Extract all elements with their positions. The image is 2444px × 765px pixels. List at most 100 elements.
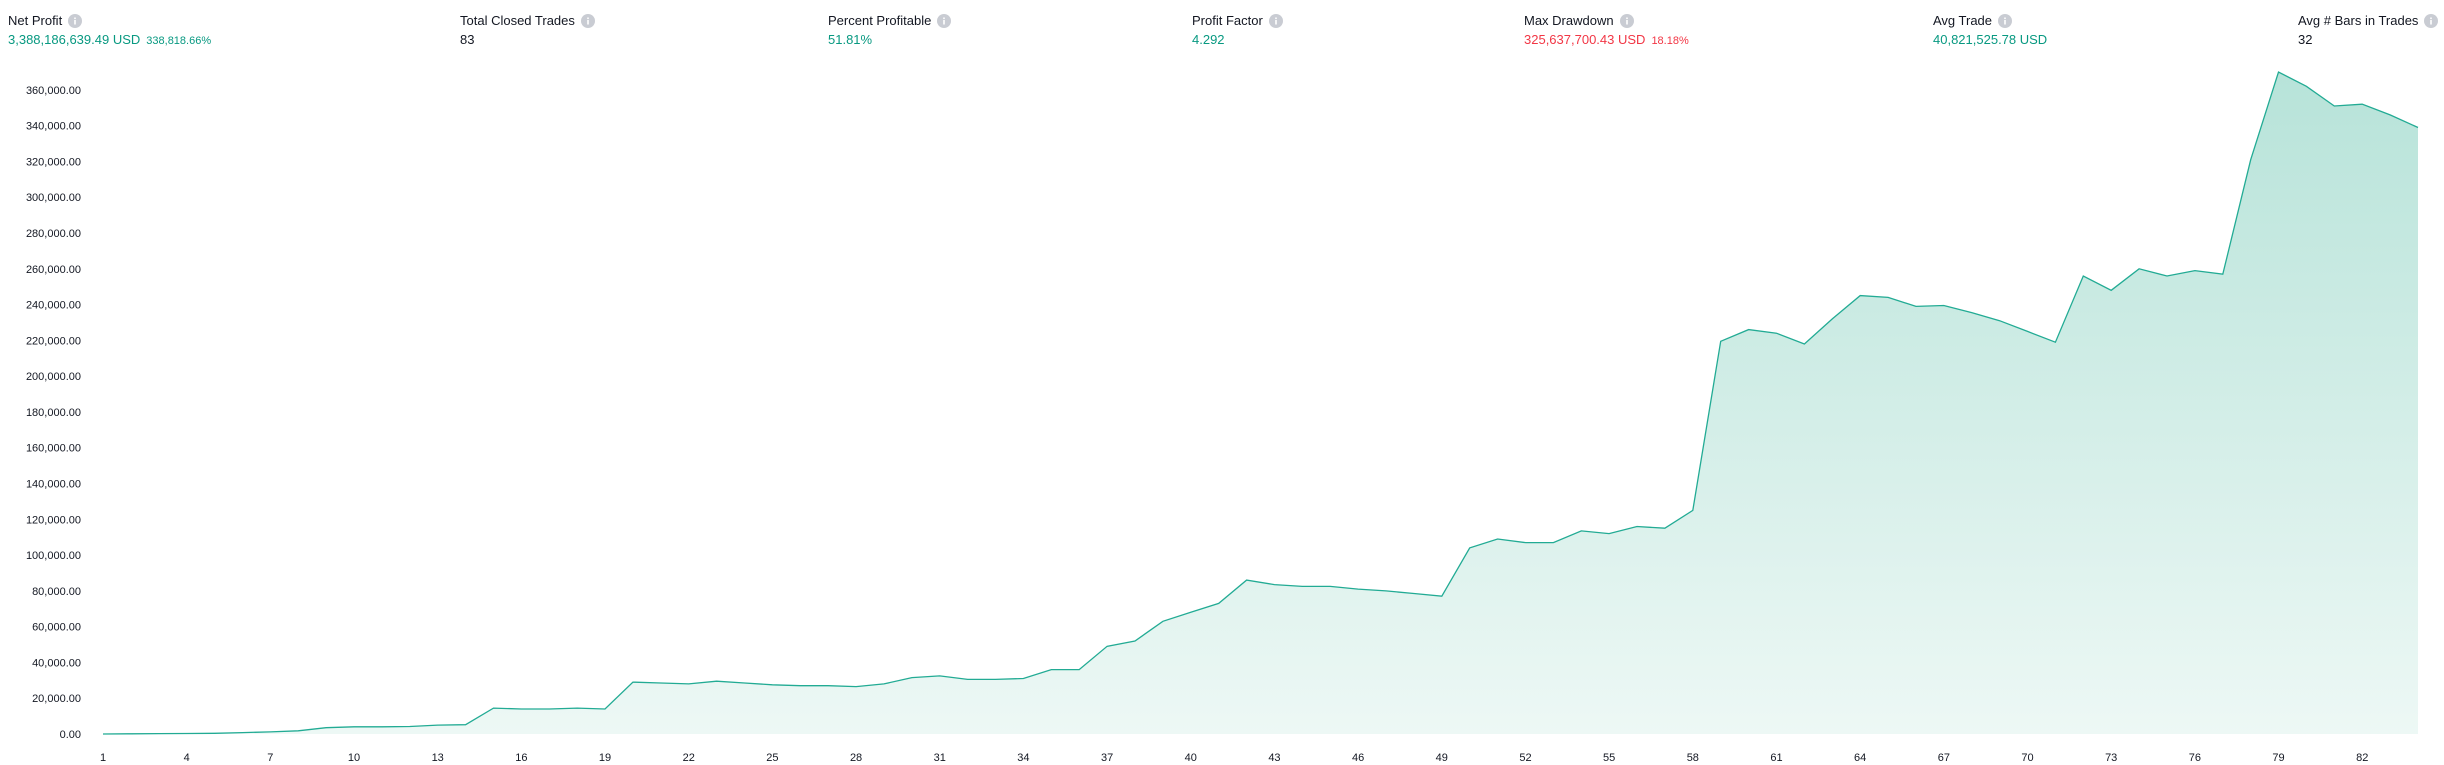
equity-point — [493, 707, 495, 709]
percent-profitable-value: 51.81% — [828, 32, 873, 47]
equity-point — [269, 731, 271, 733]
x-tick-label: 13 — [432, 752, 444, 764]
net-profit-value: 3,388,186,639.49 USD — [8, 32, 141, 47]
max-drawdown-value: 325,637,700.43 USD — [1524, 32, 1646, 47]
x-tick-label: 37 — [1101, 752, 1113, 764]
x-tick-label: 46 — [1352, 752, 1364, 764]
equity-point — [1525, 542, 1527, 544]
equity-point — [2305, 85, 2307, 87]
info-icon[interactable] — [1619, 13, 1634, 28]
equity-point — [2138, 268, 2140, 270]
equity-point — [214, 732, 216, 734]
info-icon[interactable] — [937, 13, 952, 28]
y-tick-label: 0.00 — [60, 729, 81, 741]
equity-point — [2222, 273, 2224, 275]
x-tick-label: 1 — [100, 752, 106, 764]
equity-point — [1441, 595, 1443, 597]
y-tick-label: 100,000.00 — [26, 550, 81, 562]
equity-point — [883, 683, 885, 685]
equity-point — [939, 675, 941, 677]
equity-point — [1329, 585, 1331, 587]
equity-point — [1385, 590, 1387, 592]
equity-point — [1246, 579, 1248, 581]
equity-point — [1943, 305, 1945, 307]
equity-point — [1469, 547, 1471, 549]
strategy-summary-bar: Net Profit 3,388,186,639.49 USD 338,818.6… — [0, 0, 2444, 60]
equity-point — [2389, 114, 2391, 116]
info-icon[interactable] — [68, 13, 83, 28]
x-axis: 1 4 7 10 13 16 19 22 25 28 31 34 37 40 43 46 49 52 55 58 61 6… — [100, 752, 2368, 764]
stat-label-net-profit: Net Profit — [8, 13, 211, 28]
info-icon[interactable] — [580, 13, 595, 28]
equity-point — [2027, 330, 2029, 332]
info-icon[interactable] — [2424, 13, 2439, 28]
y-tick-label: 40,000.00 — [32, 657, 81, 669]
stat-percent-profitable: Percent Profitable 51.81% — [828, 13, 952, 47]
equity-chart[interactable]: 0.00 20,000.00 40,000.00 60,000.00 80,000.00… — [0, 60, 2444, 765]
avg-trade-label: Avg Trade — [1933, 13, 1993, 28]
info-icon[interactable] — [1998, 13, 2013, 28]
stat-max-drawdown: Max Drawdown 325,637,700.43 USD 18.18% — [1524, 13, 1689, 47]
y-tick-label: 20,000.00 — [32, 693, 81, 705]
equity-point — [1608, 533, 1610, 535]
equity-point — [1050, 669, 1052, 671]
equity-line — [102, 71, 2419, 735]
equity-point — [576, 707, 578, 709]
equity-point — [381, 726, 383, 728]
equity-point — [1915, 305, 1917, 307]
equity-point — [242, 732, 244, 734]
equity-point — [297, 730, 299, 732]
equity-point — [660, 682, 662, 684]
x-tick-label: 28 — [850, 752, 862, 764]
equity-point — [967, 678, 969, 680]
avg-bars-label: Avg # Bars in Trades — [2298, 13, 2419, 28]
x-tick-label: 40 — [1185, 752, 1197, 764]
equity-point — [716, 680, 718, 682]
y-tick-label: 220,000.00 — [26, 335, 81, 347]
x-tick-label: 10 — [348, 752, 360, 764]
y-tick-label: 80,000.00 — [32, 586, 81, 598]
equity-point — [1971, 312, 1973, 314]
x-tick-label: 22 — [683, 752, 695, 764]
equity-point — [771, 684, 773, 686]
equity-point — [995, 678, 997, 680]
equity-area — [103, 72, 2418, 734]
equity-point — [2333, 105, 2335, 107]
x-tick-label: 73 — [2105, 752, 2117, 764]
x-tick-label: 67 — [1938, 752, 1950, 764]
stat-profit-factor: Profit Factor 4.292 — [1192, 13, 1283, 47]
equity-point — [2250, 159, 2252, 161]
equity-point — [437, 724, 439, 726]
x-tick-label: 76 — [2189, 752, 2201, 764]
y-tick-label: 160,000.00 — [26, 443, 81, 455]
y-tick-label: 280,000.00 — [26, 228, 81, 240]
equity-point — [548, 708, 550, 710]
profit-factor-value: 4.292 — [1192, 32, 1225, 47]
equity-point — [2361, 103, 2363, 105]
equity-point — [1831, 318, 1833, 320]
percent-profitable-label: Percent Profitable — [828, 13, 932, 28]
info-icon[interactable] — [1268, 13, 1283, 28]
equity-point — [520, 708, 522, 710]
equity-point — [2417, 127, 2419, 129]
x-tick-label: 82 — [2356, 752, 2368, 764]
equity-point — [1720, 340, 1722, 342]
equity-point — [1162, 620, 1164, 622]
y-tick-label: 300,000.00 — [26, 192, 81, 204]
stat-avg-trade: Avg Trade 40,821,525.78 USD — [1933, 13, 2047, 47]
equity-point — [1552, 542, 1554, 544]
net-profit-label: Net Profit — [8, 13, 63, 28]
equity-point — [1218, 602, 1220, 604]
x-tick-label: 70 — [2021, 752, 2033, 764]
equity-point — [604, 708, 606, 710]
equity-point — [1636, 526, 1638, 528]
equity-point — [1078, 669, 1080, 671]
equity-point — [2082, 275, 2084, 277]
x-tick-label: 43 — [1268, 752, 1280, 764]
y-tick-label: 360,000.00 — [26, 85, 81, 97]
x-tick-label: 52 — [1519, 752, 1531, 764]
y-tick-label: 240,000.00 — [26, 300, 81, 312]
equity-point — [632, 681, 634, 683]
equity-point — [1273, 584, 1275, 586]
equity-point — [1190, 611, 1192, 613]
